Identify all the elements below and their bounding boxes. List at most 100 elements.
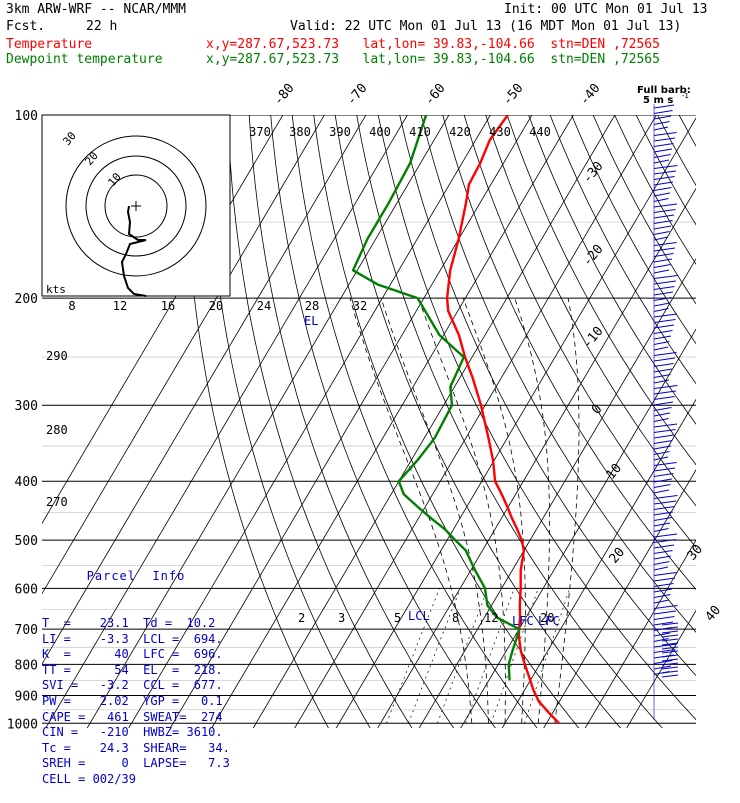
hodograph-axis-label: 12 <box>113 299 127 313</box>
wind-barb <box>653 335 672 340</box>
wind-barb <box>653 319 676 323</box>
wind-barb <box>653 610 677 615</box>
hodograph-ring <box>65 135 207 277</box>
pressure-label: 600 <box>15 582 38 597</box>
dry-adiabat <box>334 115 622 728</box>
temperature-legend: Temperature <box>6 37 93 52</box>
wind-barb <box>653 517 672 521</box>
moist-adiabat <box>554 298 580 724</box>
parcel-info-row: SVI = -3.2 CCL = 677. <box>42 678 223 693</box>
wind-barb <box>653 500 677 505</box>
barb-unit-superscript: -1 <box>682 92 689 100</box>
isotherm-label: -40 <box>577 81 604 109</box>
isotherm-line <box>42 115 325 595</box>
parcel-info-row: LI = -3.3 LCL = 694. <box>42 631 223 646</box>
wind-barb <box>653 401 674 406</box>
isotherm-line <box>335 117 696 728</box>
dry-adiabat <box>635 115 696 226</box>
pressure-label: 500 <box>15 534 38 549</box>
dry-adiabat <box>184 115 329 728</box>
valid-time: Valid: 22 UTC Mon 01 Jul 13 (16 MDT Mon … <box>290 19 682 34</box>
dry-adiabat <box>248 115 455 728</box>
pressure-label: 300 <box>15 399 38 414</box>
parcel-info-row: Tc = 24.3 SHEAR= 34. <box>42 740 230 755</box>
wind-barb <box>653 528 669 532</box>
wind-barb <box>653 440 673 444</box>
wind-barb <box>653 561 670 565</box>
parcel-info-row: SREH = 0 LAPSE= 7.3 <box>42 756 230 771</box>
dry-adiabat <box>399 115 696 677</box>
theta-side-label: 270 <box>46 495 68 509</box>
isotherm-line <box>42 115 284 525</box>
theta-label: 400 <box>369 125 391 139</box>
wind-barb <box>661 626 679 630</box>
hodograph-unit-label: kts <box>46 283 66 296</box>
wind-barb <box>661 634 679 638</box>
wind-barb <box>653 181 674 186</box>
wind-barb <box>653 104 675 109</box>
wind-barb <box>653 363 674 367</box>
temperature-location: x,y=287.67,523.73 lat,lon= 39.83,-104.66… <box>206 37 660 52</box>
wind-barb <box>653 214 675 219</box>
wind-barb <box>661 654 679 658</box>
dry-adiabat <box>678 115 696 147</box>
wind-barb <box>653 165 678 169</box>
dry-adiabat <box>657 115 696 187</box>
wind-barb <box>653 522 671 527</box>
dry-adiabat <box>291 115 538 728</box>
wind-barb <box>653 126 669 131</box>
wind-barb <box>653 198 669 202</box>
wind-barb <box>653 429 676 433</box>
hodograph-axis-label: 16 <box>161 299 175 313</box>
sounding-annotation: LCL <box>408 609 430 623</box>
isotherm-label: 20 <box>607 545 629 567</box>
wind-barb <box>653 148 673 153</box>
pressure-label: 1000 <box>7 717 38 732</box>
moist-adiabat <box>514 297 550 724</box>
wind-barb <box>653 489 670 494</box>
sounding-annotation: LFC <box>538 614 560 628</box>
wind-barb <box>653 275 678 279</box>
wind-barb <box>661 646 679 650</box>
moist-adiabat <box>380 297 489 724</box>
wind-barb <box>653 280 677 285</box>
wind-barb <box>653 313 678 318</box>
wind-barb <box>653 577 676 582</box>
isotherm-line <box>543 469 696 728</box>
wind-barb <box>653 462 677 466</box>
hodograph-ring <box>104 174 168 238</box>
temperature-line <box>445 115 560 725</box>
mixing-ratio-line <box>465 588 515 724</box>
wind-barb <box>653 632 671 637</box>
parcel-info-row: PW = 2.02 YGP = 0.1 <box>42 693 223 708</box>
theta-label: 390 <box>329 125 351 139</box>
theta-label: 430 <box>489 125 511 139</box>
dry-adiabat <box>463 115 696 548</box>
mixing-ratio-label: 2 <box>298 611 305 625</box>
sounding-annotation: LFC <box>512 614 534 628</box>
mixing-ratio-label: 12 <box>484 611 498 625</box>
isotherm-label: -70 <box>344 81 371 109</box>
isotherm-label: -80 <box>271 81 298 109</box>
dry-adiabat <box>571 115 696 345</box>
dry-adiabat <box>313 115 580 728</box>
dry-adiabat <box>442 115 696 591</box>
wind-barb <box>653 236 669 241</box>
wind-barb <box>653 544 675 549</box>
wind-barb <box>653 258 673 263</box>
pressure-label: 200 <box>15 292 38 307</box>
barb-unit-label: 5 m s <box>643 95 673 106</box>
isotherm-label: -30 <box>580 159 607 187</box>
wind-barb <box>661 658 679 662</box>
wind-barb <box>653 434 675 439</box>
hodograph-axis-label: 32 <box>353 299 367 313</box>
wind-barb <box>653 110 673 114</box>
wind-barb <box>653 495 678 499</box>
model-title: 3km ARW-WRF -- NCAR/MMM <box>6 2 187 17</box>
mixing-ratio-line <box>408 588 461 724</box>
parcel-info-row: K = 40 LFC = 696. <box>42 647 223 662</box>
wind-barb <box>653 264 671 268</box>
wind-barb <box>661 662 679 666</box>
wind-barb <box>661 666 679 670</box>
wind-barb <box>653 330 673 334</box>
